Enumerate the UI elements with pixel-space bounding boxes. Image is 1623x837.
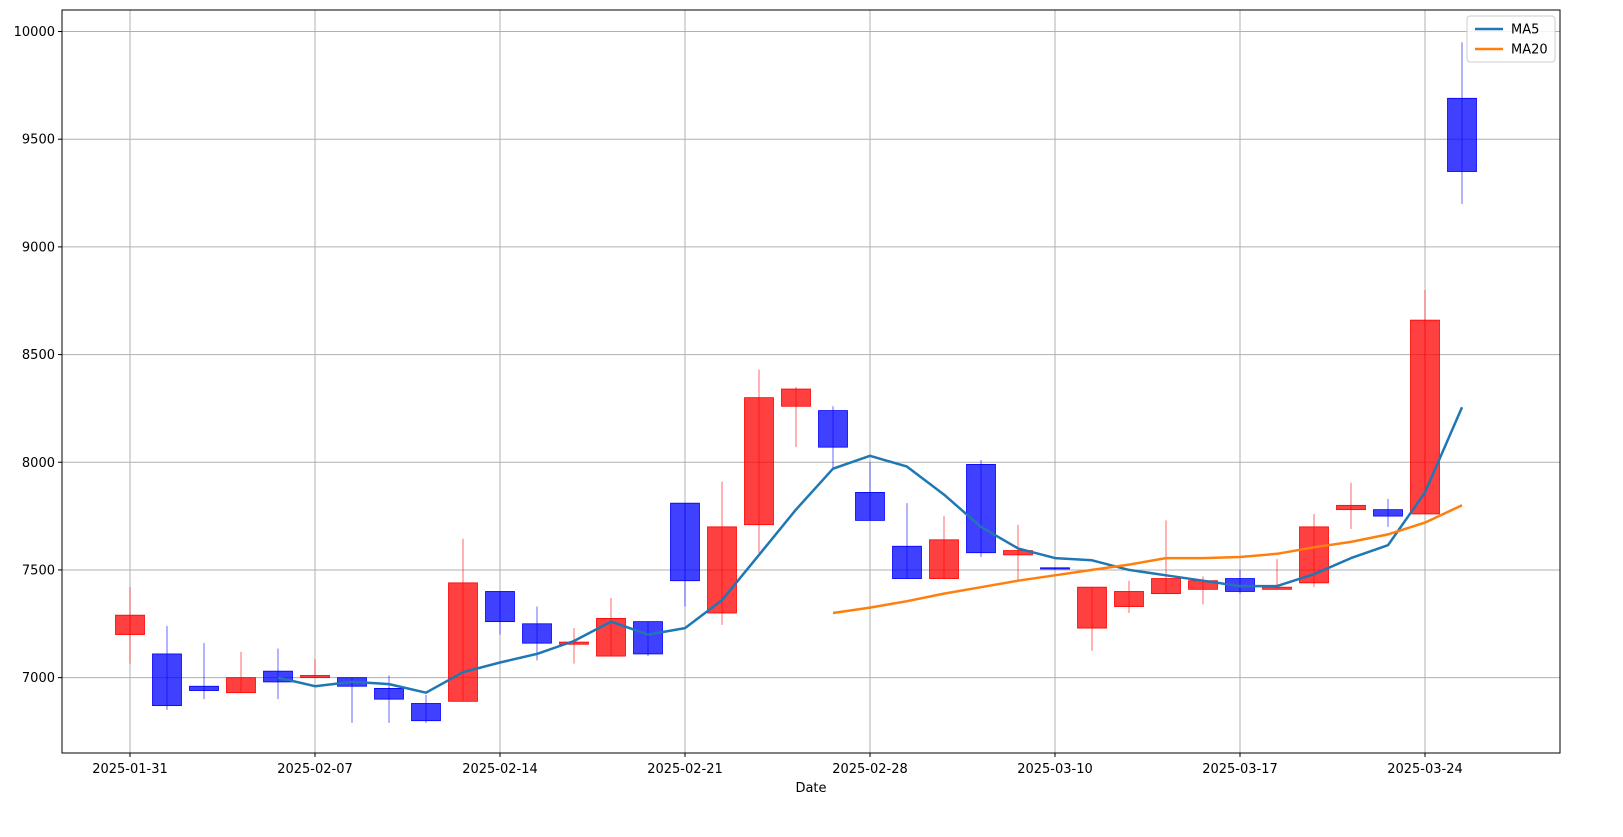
candle-body bbox=[263, 670, 293, 683]
candle-body bbox=[1410, 319, 1440, 515]
legend-label: MA20 bbox=[1511, 43, 1548, 58]
candle bbox=[226, 651, 256, 694]
candle-body bbox=[744, 397, 774, 526]
candle bbox=[818, 406, 848, 469]
candle bbox=[707, 481, 737, 625]
x-tick-label: 2025-02-21 bbox=[647, 762, 723, 777]
y-tick-label: 9500 bbox=[22, 133, 55, 148]
candle-body bbox=[892, 545, 922, 579]
candle bbox=[1225, 569, 1255, 594]
candle-body bbox=[1114, 591, 1144, 607]
candle bbox=[1077, 586, 1107, 651]
candle bbox=[1447, 42, 1477, 204]
x-tick-label: 2025-01-31 bbox=[92, 762, 168, 777]
candle bbox=[1040, 567, 1070, 570]
moving-average-lines bbox=[277, 406, 1464, 694]
candle-body bbox=[1262, 586, 1292, 590]
x-tick-label: 2025-02-14 bbox=[462, 762, 538, 777]
candle-body bbox=[1373, 509, 1403, 517]
candle-body bbox=[633, 621, 663, 655]
candle-body bbox=[115, 614, 145, 635]
candle bbox=[1410, 289, 1440, 515]
candle bbox=[855, 462, 885, 521]
candle-body bbox=[300, 675, 330, 679]
candle-body bbox=[485, 591, 515, 623]
x-tick-label: 2025-03-10 bbox=[1017, 762, 1093, 777]
candle-body bbox=[818, 410, 848, 448]
series-line-ma20 bbox=[832, 504, 1463, 615]
y-tick-label: 7000 bbox=[22, 671, 55, 686]
legend-label: MA5 bbox=[1511, 23, 1539, 38]
legend-box bbox=[1466, 15, 1556, 63]
candle bbox=[892, 503, 922, 579]
series-line-ma5 bbox=[277, 406, 1464, 694]
candle-body bbox=[781, 388, 811, 407]
candle bbox=[115, 587, 145, 664]
candle-body bbox=[1040, 567, 1070, 570]
candles bbox=[115, 42, 1477, 723]
x-tick-label: 2025-03-17 bbox=[1202, 762, 1278, 777]
y-tick-label: 7500 bbox=[22, 563, 55, 578]
candle bbox=[1003, 524, 1033, 581]
candle-body bbox=[1447, 97, 1477, 172]
candle-body bbox=[1151, 578, 1181, 595]
candle bbox=[448, 538, 478, 702]
axis-ticks: 7000 7500 8000 8500 9000 9500 10000 2025-01-31 2… bbox=[14, 25, 1463, 777]
candle-body bbox=[966, 464, 996, 554]
candle-body bbox=[929, 539, 959, 579]
candle-body bbox=[152, 653, 182, 707]
y-tick-label: 8500 bbox=[22, 348, 55, 363]
candle bbox=[485, 591, 515, 635]
candle-body bbox=[670, 502, 700, 582]
x-tick-label: 2025-02-07 bbox=[277, 762, 353, 777]
candle bbox=[744, 369, 774, 553]
candle-body bbox=[374, 687, 404, 700]
legend: MA5 MA20 bbox=[1466, 15, 1556, 63]
y-tick-label: 10000 bbox=[14, 25, 55, 40]
candle bbox=[1114, 580, 1144, 614]
candle bbox=[522, 606, 552, 661]
x-tick-label: 2025-03-24 bbox=[1387, 762, 1463, 777]
candle-body bbox=[522, 623, 552, 644]
y-tick-label: 9000 bbox=[22, 240, 55, 255]
candle bbox=[263, 648, 293, 700]
candle-body bbox=[855, 492, 885, 521]
candle bbox=[411, 694, 441, 723]
x-axis-label: Date bbox=[795, 781, 826, 796]
plot-frame bbox=[61, 9, 1561, 754]
candle bbox=[966, 460, 996, 558]
candle bbox=[152, 625, 182, 710]
candle-body bbox=[411, 703, 441, 722]
candle bbox=[1336, 482, 1366, 530]
candle bbox=[929, 516, 959, 579]
grid bbox=[62, 10, 1560, 753]
candle-body bbox=[189, 685, 219, 691]
candle-body bbox=[226, 677, 256, 694]
candle bbox=[300, 659, 330, 679]
y-tick-label: 8000 bbox=[22, 456, 55, 471]
candle bbox=[633, 621, 663, 657]
candle-body bbox=[1336, 504, 1366, 511]
candle bbox=[670, 502, 700, 607]
candle bbox=[337, 677, 367, 723]
candle-body bbox=[448, 582, 478, 702]
x-tick-label: 2025-02-28 bbox=[832, 762, 908, 777]
candle bbox=[189, 643, 219, 700]
candle-body bbox=[1077, 586, 1107, 629]
candle bbox=[781, 386, 811, 448]
candle bbox=[1373, 498, 1403, 527]
